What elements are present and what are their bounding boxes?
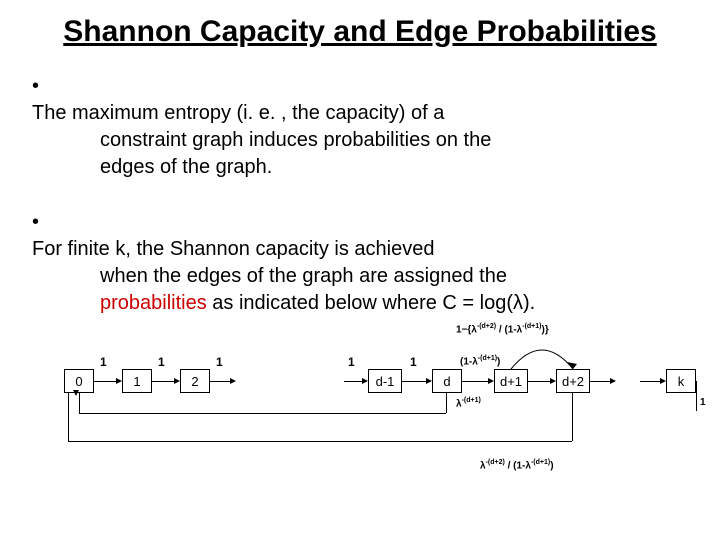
- b2-line1: For finite k, the Shannon capacity is ac…: [32, 238, 434, 260]
- return-v2: [79, 393, 80, 413]
- lambda: λ: [513, 292, 523, 314]
- node-d: d: [432, 369, 462, 393]
- edge-label-2out: 1: [216, 355, 223, 369]
- self-loop-label: λ-(d+1): [456, 397, 481, 409]
- arrow-head-icon: [362, 378, 368, 384]
- arrow-head-icon: [426, 378, 432, 384]
- edge-2-out: [210, 381, 230, 382]
- edge-d1-d2: [528, 381, 550, 382]
- return-h1: [79, 413, 446, 414]
- edge-d-1-d: [402, 381, 426, 382]
- b1-line2: constraint graph induces probabilities o…: [32, 127, 672, 154]
- slide-title: Shannon Capacity and Edge Probabilities: [0, 0, 720, 51]
- node-k: k: [666, 369, 696, 393]
- edge-label-12: 1: [158, 355, 165, 369]
- edge-in-d-1: [344, 381, 362, 382]
- node-0: 0: [64, 369, 94, 393]
- state-diagram: 1−{λ-(d+2) / (1-λ-(d+1))} 0 1 2 d-1 d d+…: [0, 321, 720, 491]
- arrow-head-icon: [174, 378, 180, 384]
- arrow-head-icon: [550, 378, 556, 384]
- bullet-1-text: The maximum entropy (i. e. , the capacit…: [32, 100, 672, 181]
- edge-to-k: [640, 381, 660, 382]
- edge-0-1: [94, 381, 116, 382]
- node-d-1: d-1: [368, 369, 402, 393]
- edge-label-d1d: 1: [410, 355, 417, 369]
- node-d+1: d+1: [494, 369, 528, 393]
- arrow-head-icon: [660, 378, 666, 384]
- right-label: 1: [700, 397, 706, 408]
- top-arc-icon: [494, 337, 590, 371]
- bullet-1: • The maximum entropy (i. e. , the capac…: [0, 73, 720, 181]
- node-2: 2: [180, 369, 210, 393]
- arrow-head-icon: [73, 390, 79, 396]
- b2-line3c: ).: [523, 292, 535, 314]
- arrow-head-icon: [488, 378, 494, 384]
- bottom-formula-label: λ-(d+2) / (1-λ-(d+1)): [480, 459, 554, 471]
- bullet-2: • For finite k, the Shannon capacity is …: [0, 209, 720, 317]
- bullet-dot: •: [32, 73, 52, 100]
- return2-v1: [572, 393, 573, 441]
- returnk-v: [696, 381, 697, 411]
- node-d+2: d+2: [556, 369, 590, 393]
- top-formula-label: 1−{λ-(d+2) / (1-λ-(d+1))}: [456, 323, 549, 335]
- b1-line1: The maximum entropy (i. e. , the capacit…: [32, 102, 444, 124]
- edge-1-2: [152, 381, 174, 382]
- edge-label-ind1: 1: [348, 355, 355, 369]
- edge-d2-k: [590, 381, 610, 382]
- arrow-head-icon: [116, 378, 122, 384]
- b1-line3: edges of the graph.: [32, 154, 672, 181]
- bullet-dot: •: [32, 209, 52, 236]
- bullet-2-text: For finite k, the Shannon capacity is ac…: [32, 236, 672, 317]
- node-1: 1: [122, 369, 152, 393]
- b2-line3b: as indicated below where C = log(: [207, 292, 513, 314]
- arrow-head-icon: [610, 378, 616, 384]
- b2-line3: probabilities as indicated below where C…: [32, 290, 672, 317]
- arrow-head-icon: [230, 378, 236, 384]
- b2-line2: when the edges of the graph are assigned…: [32, 263, 672, 290]
- return2-v2: [68, 393, 69, 441]
- return-v1: [446, 393, 447, 413]
- b2-probabilities: probabilities: [100, 292, 207, 314]
- edge-label-01: 1: [100, 355, 107, 369]
- edge-d-d+1: [462, 381, 488, 382]
- return2-h: [68, 441, 572, 442]
